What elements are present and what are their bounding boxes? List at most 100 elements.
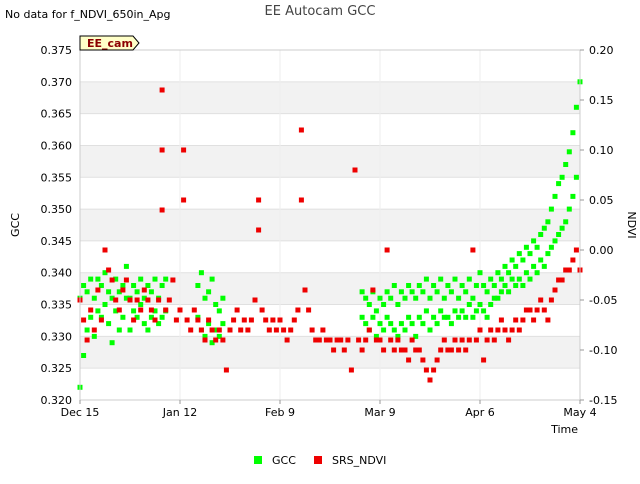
data-point — [298, 127, 304, 133]
x-tick-label: Mar 9 — [364, 406, 395, 419]
data-point — [559, 174, 565, 180]
data-point — [563, 219, 569, 225]
data-point — [145, 297, 151, 303]
data-point — [202, 337, 208, 343]
data-point — [477, 270, 483, 276]
data-point — [523, 244, 529, 250]
data-point — [270, 317, 276, 323]
data-point — [334, 337, 340, 343]
data-point — [573, 247, 579, 253]
data-point — [427, 377, 433, 383]
data-point — [527, 307, 533, 313]
data-point — [377, 321, 383, 327]
data-point — [477, 327, 483, 333]
data-point — [102, 270, 108, 276]
data-point — [95, 308, 101, 314]
data-point — [170, 277, 176, 283]
data-point — [434, 357, 440, 363]
data-point — [495, 295, 501, 301]
data-point — [273, 327, 279, 333]
data-point — [98, 314, 104, 320]
y-tick-label: 0.325 — [41, 362, 73, 375]
data-point — [552, 193, 558, 199]
x-tick-label: Jan 12 — [162, 406, 197, 419]
data-point — [263, 317, 269, 323]
y-tick-label: 0.345 — [41, 235, 73, 248]
data-point — [313, 337, 319, 343]
data-point — [316, 337, 322, 343]
data-point — [441, 337, 447, 343]
plot-band — [80, 81, 580, 114]
data-point — [431, 367, 437, 373]
data-point — [377, 295, 383, 301]
y2-tick-label: -0.05 — [589, 294, 617, 307]
data-point — [306, 307, 312, 313]
data-point — [470, 295, 476, 301]
data-point — [116, 327, 122, 333]
data-point — [438, 347, 444, 353]
data-point — [473, 337, 479, 343]
data-point — [466, 276, 472, 282]
data-point — [538, 297, 544, 303]
data-point — [473, 283, 479, 288]
data-point — [463, 347, 469, 353]
data-point — [459, 337, 465, 343]
data-point — [123, 295, 129, 301]
data-point — [373, 337, 379, 343]
data-point — [223, 367, 229, 373]
data-point — [573, 174, 579, 180]
data-point — [131, 283, 137, 288]
data-point — [213, 327, 219, 333]
x-axis-label: Time — [550, 423, 578, 436]
data-point — [252, 297, 258, 303]
data-point — [484, 337, 490, 343]
data-point — [548, 244, 554, 250]
data-point — [116, 307, 122, 313]
y2-tick-label: 0.20 — [589, 44, 614, 57]
data-point — [516, 327, 522, 333]
data-point — [491, 295, 497, 301]
data-point — [388, 337, 394, 343]
data-point — [284, 337, 290, 343]
data-point — [431, 314, 437, 320]
data-point — [509, 327, 515, 333]
data-point — [391, 327, 397, 333]
data-point — [498, 289, 504, 295]
data-point — [459, 308, 465, 314]
data-point — [381, 327, 387, 333]
data-point — [413, 333, 419, 339]
data-point — [248, 317, 254, 323]
data-point — [513, 317, 519, 323]
data-point — [545, 219, 551, 225]
data-point — [391, 283, 397, 288]
data-point — [434, 289, 440, 295]
data-point — [434, 321, 440, 327]
data-point — [148, 307, 154, 313]
data-point — [198, 270, 204, 276]
data-point — [191, 307, 197, 313]
x-tick-label: May 4 — [563, 406, 596, 419]
data-point — [184, 317, 190, 323]
legend-label-srs-ndvi: SRS_NDVI — [332, 454, 386, 467]
data-point — [366, 327, 372, 333]
data-point — [491, 337, 497, 343]
data-point — [98, 283, 104, 288]
data-point — [370, 314, 376, 320]
data-point — [359, 289, 365, 295]
data-point — [88, 314, 94, 320]
data-point — [138, 302, 144, 307]
plot-frame — [79, 49, 581, 401]
data-point — [338, 337, 344, 343]
data-point — [348, 367, 354, 373]
plot-marks — [77, 79, 583, 390]
data-point — [502, 263, 508, 269]
data-point — [159, 207, 165, 213]
data-point — [352, 167, 358, 173]
data-point — [216, 333, 222, 339]
data-point — [448, 321, 454, 327]
plot-background — [80, 50, 580, 400]
data-point — [256, 197, 262, 203]
data-point — [523, 270, 529, 276]
data-point — [206, 317, 212, 323]
data-point — [106, 267, 112, 273]
